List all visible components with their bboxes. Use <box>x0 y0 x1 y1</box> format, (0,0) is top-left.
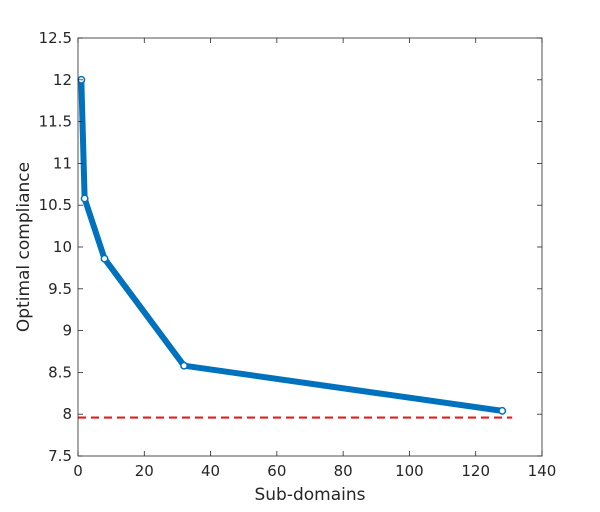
x-tick-label: 120 <box>461 462 490 480</box>
y-tick-label: 12.5 <box>39 29 72 47</box>
data-point <box>498 406 507 415</box>
y-tick-label: 7.5 <box>48 447 72 465</box>
x-tick-label: 60 <box>267 462 286 480</box>
data-point <box>100 254 109 263</box>
x-tick-label: 20 <box>135 462 154 480</box>
x-tick-label: 100 <box>395 462 424 480</box>
x-tick-label: 80 <box>334 462 353 480</box>
series-layer <box>77 75 507 415</box>
y-axis-label: Optimal compliance <box>14 162 34 332</box>
data-point <box>180 361 189 370</box>
y-tick-label: 11.5 <box>39 113 72 131</box>
y-tick-label: 12 <box>53 71 72 89</box>
x-axis-label: Sub-domains <box>254 485 365 505</box>
y-tick-label: 11 <box>53 154 72 172</box>
axes-layer: 0 20 40 60 80 100 120 140 7.5 8 8.5 9 9.5 10 10.5 11 11.… <box>39 29 557 480</box>
plot-background <box>78 38 542 456</box>
plot-area <box>78 38 542 456</box>
y-tick-label: 10.5 <box>39 196 72 214</box>
data-point <box>80 194 89 203</box>
x-tick-label: 40 <box>201 462 220 480</box>
y-tick-label: 9 <box>62 322 72 340</box>
x-tick-label: 140 <box>528 462 557 480</box>
y-tick-label: 10 <box>53 238 72 256</box>
x-tick-label: 0 <box>73 462 83 480</box>
y-tick-label: 8.5 <box>48 363 72 381</box>
y-tick-label: 8 <box>62 405 72 423</box>
y-tick-label: 9.5 <box>48 280 72 298</box>
